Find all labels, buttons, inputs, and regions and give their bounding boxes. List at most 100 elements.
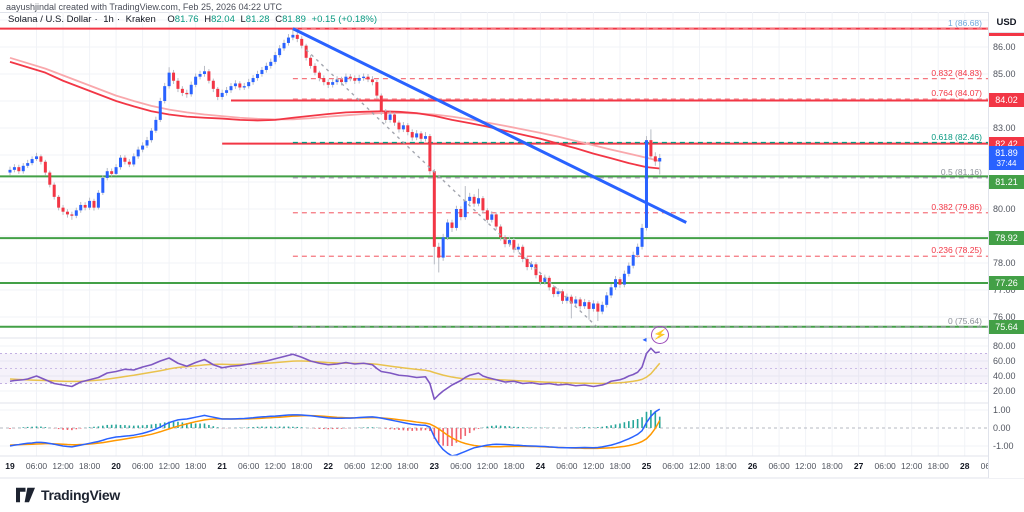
- candle-body: [260, 69, 264, 74]
- time-axis-label: 06:00: [238, 461, 260, 471]
- candle-body: [74, 210, 78, 216]
- candle-body: [322, 78, 326, 83]
- candle-body: [335, 79, 339, 83]
- chart-top-border: [0, 12, 1024, 13]
- candle-body: [229, 86, 233, 91]
- candle-body: [26, 163, 30, 166]
- candle-body: [304, 45, 308, 58]
- candle-body: [286, 37, 290, 43]
- candle-body: [220, 92, 224, 97]
- selection-marker-icon: ◂: [642, 335, 647, 344]
- symbol-name: Solana / U.S. Dollar: [8, 14, 92, 25]
- timeframe: 1h: [103, 14, 114, 25]
- time-axis-label: 12:00: [52, 461, 74, 471]
- candle-body: [264, 65, 268, 70]
- macd-tick: 1.00: [993, 405, 1011, 415]
- price-line-badge: 78.92: [989, 231, 1024, 246]
- time-axis-day-label: 24: [535, 461, 546, 471]
- time-axis-label: 18:00: [821, 461, 843, 471]
- separator: ·: [94, 14, 98, 25]
- candle-body: [481, 198, 485, 211]
- candle-body: [362, 76, 366, 79]
- time-axis-label: 18:00: [609, 461, 631, 471]
- candle-body: [176, 80, 180, 89]
- candle-body: [65, 211, 69, 215]
- candle-body: [432, 171, 436, 247]
- rsi-tick: 80.00: [993, 341, 1016, 351]
- candle-body: [565, 296, 569, 301]
- rsi-ma-line: [9, 360, 661, 385]
- candle-body: [225, 90, 229, 93]
- candle-body: [154, 119, 158, 131]
- candle-body: [48, 172, 52, 185]
- time-axis-day-label: 22: [323, 461, 333, 471]
- candle-body: [596, 303, 600, 312]
- time-axis-label: 06:00: [25, 461, 48, 471]
- candle-body: [525, 258, 529, 268]
- candle-body: [353, 78, 357, 81]
- candle-body: [397, 122, 401, 130]
- candle-body: [485, 210, 489, 220]
- price-tick: 78.00: [993, 258, 1016, 268]
- candle-body: [110, 171, 114, 174]
- price-line-badge: 84.02: [989, 93, 1024, 108]
- symbol-info-bar[interactable]: Solana / U.S. Dollar · 1h · Kraken O81.76 …: [8, 14, 380, 25]
- candle-body: [194, 76, 198, 85]
- candle-body: [256, 74, 260, 79]
- candle-body: [658, 157, 662, 162]
- candle-body: [105, 171, 109, 178]
- ohlc-close-label: C: [275, 14, 283, 25]
- time-axis-label: 06:00: [131, 461, 154, 471]
- candle-body: [649, 140, 653, 157]
- time-axis-label: 18:00: [927, 461, 949, 471]
- candle-body: [348, 76, 352, 79]
- candle-body: [605, 295, 609, 305]
- candle-body: [180, 88, 184, 93]
- candle-body: [600, 304, 604, 312]
- ohlc-close-value: 81.89: [282, 14, 306, 25]
- candle-body: [640, 227, 644, 247]
- candle-body: [43, 161, 47, 173]
- separator: ·: [116, 14, 120, 25]
- time-axis[interactable]: 19 06:00 12:00 18:00 20 06:00 12:00 18:00 21 06:0…: [0, 457, 988, 478]
- time-axis-label: 12:00: [688, 461, 711, 471]
- candle-body: [282, 42, 286, 49]
- candle-body: [375, 82, 379, 96]
- price-scale[interactable]: USD 86.0085.0083.0081.0080.0078.0077.007…: [988, 12, 1024, 478]
- candle-body: [88, 200, 92, 208]
- time-axis-label: 12:00: [794, 461, 817, 471]
- candle-body: [384, 111, 388, 120]
- tradingview-branding[interactable]: TradingView: [16, 487, 120, 503]
- candle-body: [627, 265, 631, 274]
- candle-body: [587, 302, 591, 309]
- candle-body: [278, 48, 282, 56]
- time-axis-label: 06:00: [450, 461, 472, 471]
- price-tick: 76.00: [993, 312, 1016, 322]
- rsi-tick: 40.00: [993, 371, 1016, 381]
- price-tick: 83.00: [993, 123, 1016, 133]
- fib-level-label: 0.5 (81.16): [940, 166, 982, 177]
- candle-body: [21, 165, 25, 172]
- candle-body: [578, 299, 582, 307]
- time-axis-label: 06:00: [662, 461, 684, 471]
- candle-body: [326, 82, 330, 85]
- candle-body: [622, 273, 626, 285]
- bar-countdown: 37:44: [996, 158, 1017, 168]
- price-tick: 80.00: [993, 204, 1016, 214]
- macd-line: [9, 408, 661, 457]
- lightning-sticker[interactable]: ◂ ⚡: [642, 324, 672, 352]
- candle-body: [609, 287, 613, 296]
- candle-body: [79, 204, 83, 211]
- fib-level-label: 1 (86.68): [947, 17, 982, 28]
- candle-body: [569, 296, 573, 304]
- candle-body: [406, 125, 410, 133]
- macd-tick: -1.00: [993, 441, 1014, 451]
- price-line-badge: 81.21: [989, 175, 1024, 190]
- candle-body: [309, 57, 313, 66]
- candle-body: [561, 291, 564, 301]
- candle-body: [423, 136, 427, 139]
- candle-body: [388, 114, 392, 120]
- currency-button[interactable]: USD: [989, 12, 1024, 33]
